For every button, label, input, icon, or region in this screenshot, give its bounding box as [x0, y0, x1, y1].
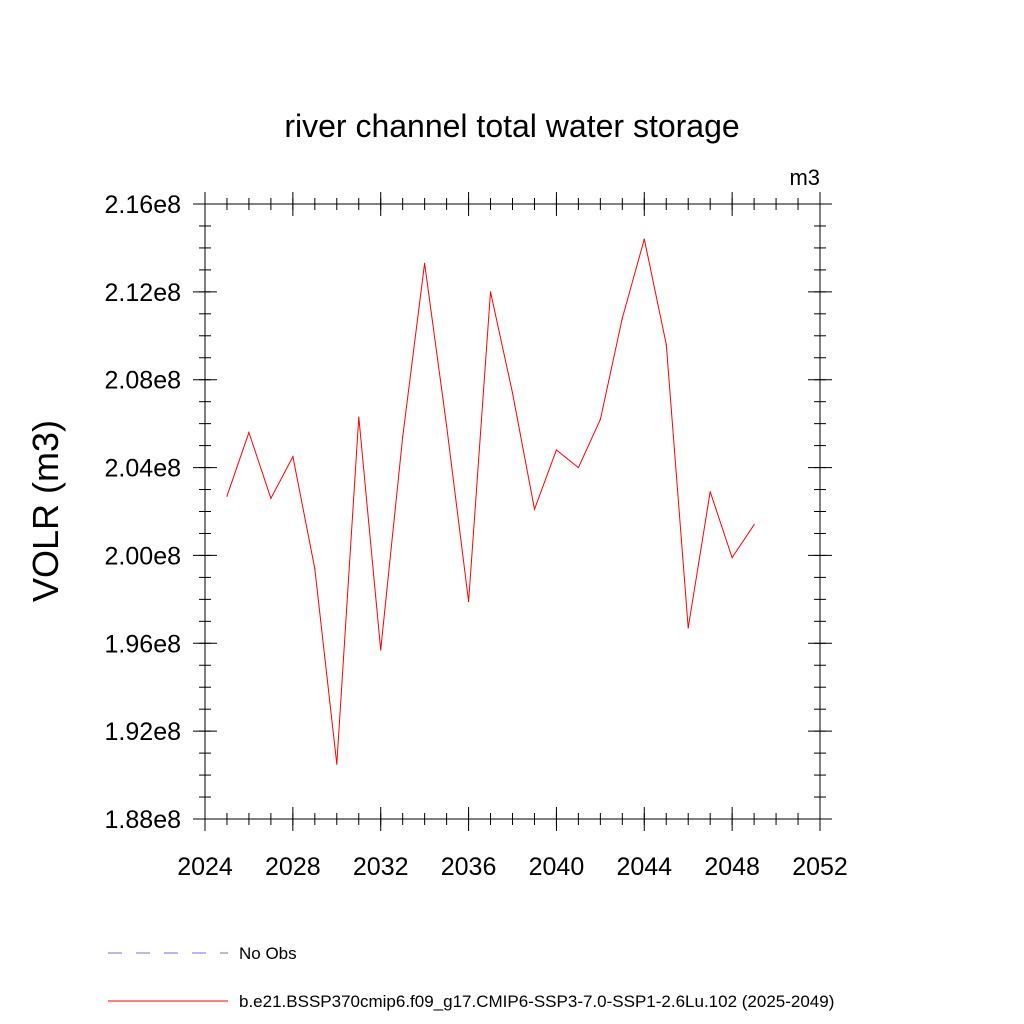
x-tick-label: 2048 [704, 853, 760, 881]
data-point [358, 416, 360, 418]
plot-frame [204, 203, 821, 820]
x-tick-label: 2044 [616, 853, 672, 881]
data-point [753, 524, 755, 526]
y-tick-label: 1.96e8 [105, 630, 181, 658]
chart-title: river channel total water storage [284, 108, 739, 144]
legend-label: b.e21.BSSP370cmip6.f09_g17.CMIP6-SSP3-7.… [239, 992, 834, 1011]
y-tick-label: 2.16e8 [105, 191, 181, 219]
data-point [270, 497, 272, 499]
y-axis: 1.88e8 1.92e8 1.96e8 2.00e8 2.04e8 2.08e8 2.12… [105, 191, 832, 834]
data-point [555, 449, 558, 451]
data-point [599, 418, 601, 420]
data-point [643, 238, 645, 240]
data-point [687, 627, 689, 629]
data-point [665, 343, 667, 346]
x-tick-label: 2040 [529, 853, 585, 881]
data-point [402, 436, 404, 438]
y-axis-label: VOLR (m3) [25, 420, 66, 602]
y-tick-label: 1.88e8 [105, 806, 181, 834]
data-point [709, 491, 711, 493]
y-tick-label: 2.04e8 [105, 455, 181, 483]
data-point [731, 557, 733, 559]
data-point [511, 392, 514, 394]
y-tick-label: 2.08e8 [105, 367, 181, 395]
x-tick-label: 2028 [265, 853, 321, 881]
data-point [621, 317, 623, 319]
data-point [489, 291, 492, 293]
data-point [577, 466, 579, 469]
series-line [226, 238, 755, 765]
y-tick-label: 1.92e8 [105, 718, 181, 746]
units-label: m3 [789, 165, 820, 190]
series-layer [226, 238, 755, 765]
data-point [292, 455, 294, 458]
x-axis: 2024 2028 2032 2036 2040 2044 2048 2052 [177, 192, 848, 881]
x-tick-label: 2052 [792, 853, 848, 881]
data-point [248, 431, 250, 434]
data-point [533, 508, 536, 510]
data-point [336, 763, 338, 765]
y-tick-label: 2.00e8 [105, 542, 181, 570]
legend: No Obs b.e21.BSSP370cmip6.f09_g17.CMIP6-S… [108, 944, 834, 1011]
data-point [446, 425, 448, 427]
data-point [314, 568, 316, 570]
data-point [467, 600, 470, 603]
data-point [380, 649, 382, 651]
data-point [424, 262, 426, 264]
x-tick-label: 2032 [353, 853, 409, 881]
x-tick-label: 2024 [177, 853, 233, 881]
x-tick-label: 2036 [441, 853, 497, 881]
legend-label: No Obs [239, 944, 297, 963]
data-point [226, 495, 228, 497]
y-tick-label: 2.12e8 [105, 279, 181, 307]
